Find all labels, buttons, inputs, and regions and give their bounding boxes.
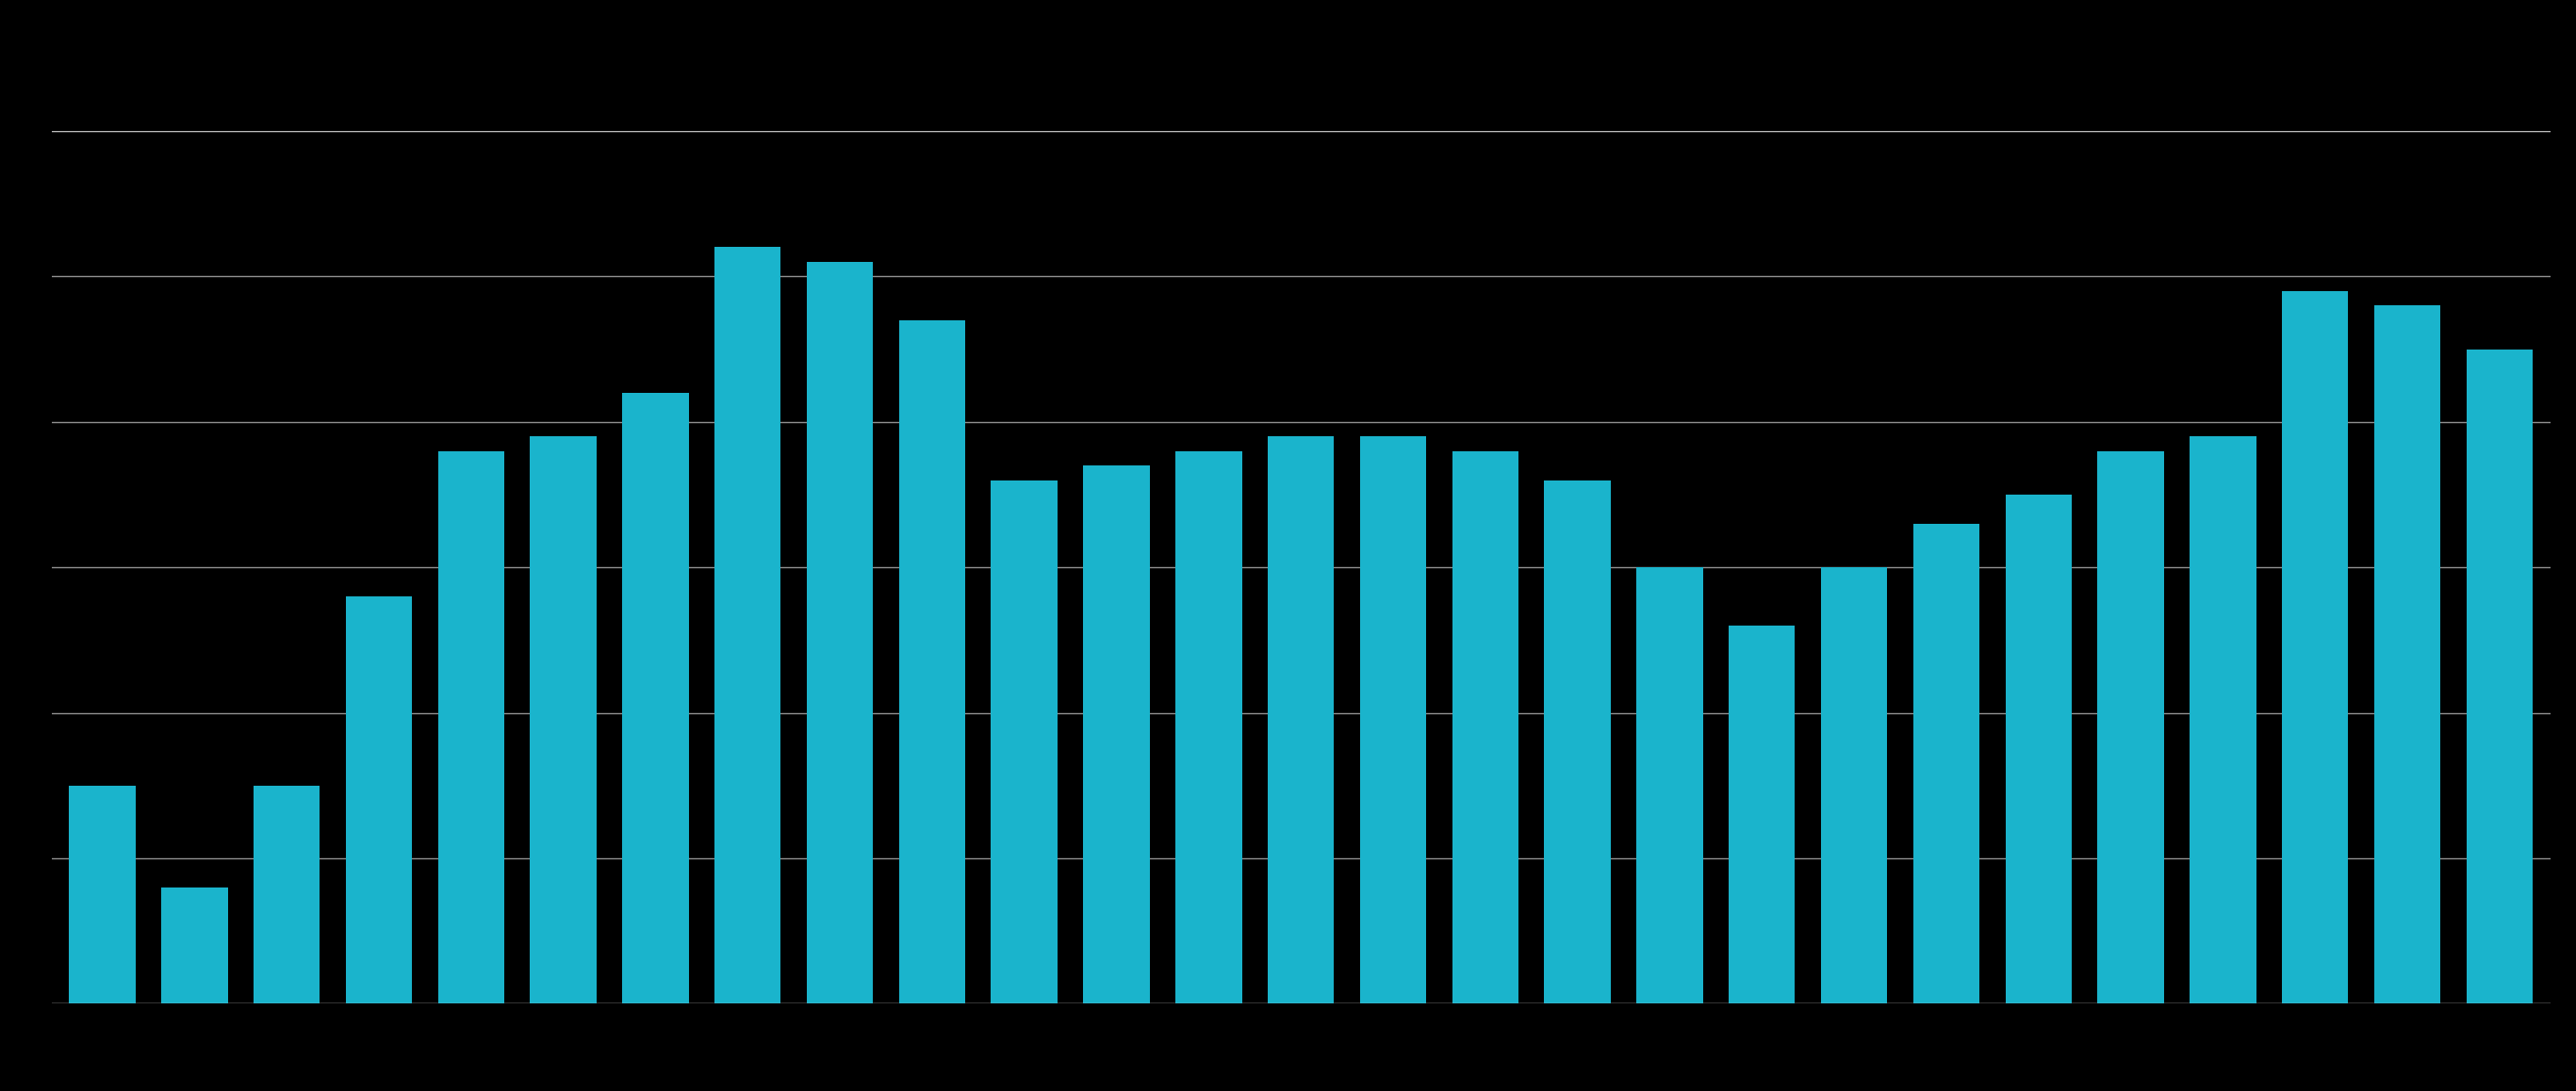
Bar (1728, 625, 1795, 1091)
Bar (1636, 567, 1703, 1091)
Bar (1084, 466, 1149, 1091)
Bar (252, 786, 319, 1091)
Bar (1267, 436, 1334, 1091)
Bar (1175, 451, 1242, 1091)
Bar (2004, 494, 2071, 1091)
Bar (2190, 436, 2257, 1091)
Bar (345, 597, 412, 1091)
Bar (992, 480, 1059, 1091)
Bar (1543, 480, 1610, 1091)
Bar (1821, 567, 1888, 1091)
Bar (2097, 451, 2164, 1091)
Bar (438, 451, 505, 1091)
Bar (1360, 436, 1427, 1091)
Bar (899, 320, 966, 1091)
Bar (2375, 305, 2439, 1091)
Bar (531, 436, 598, 1091)
Bar (623, 393, 688, 1091)
Bar (806, 262, 873, 1091)
Bar (2465, 349, 2532, 1091)
Bar (1914, 524, 1978, 1091)
Bar (1453, 451, 1517, 1091)
Bar (162, 887, 227, 1091)
Bar (70, 786, 137, 1091)
Bar (714, 248, 781, 1091)
Bar (2282, 291, 2349, 1091)
